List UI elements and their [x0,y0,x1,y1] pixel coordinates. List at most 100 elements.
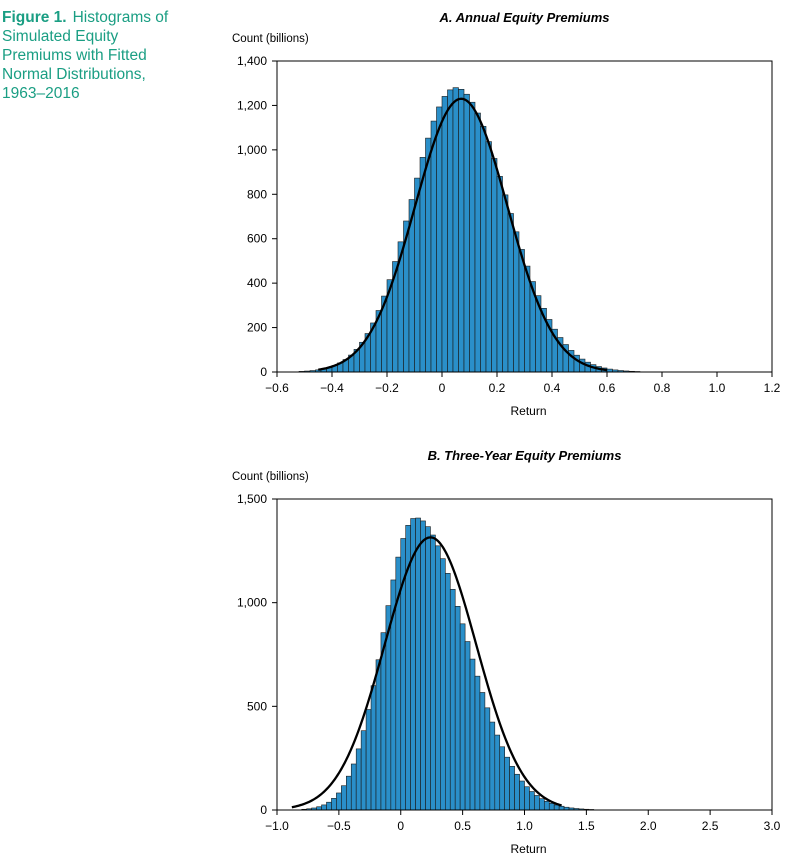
histogram-bar [491,158,498,373]
histogram-bar [502,194,509,373]
y-tick-label: 1,400 [237,54,267,68]
histogram-bar [326,801,332,811]
histogram-bar [420,520,426,811]
histogram-bars [298,87,641,373]
y-tick-label: 1,200 [237,98,267,112]
histogram-bar [507,213,514,373]
x-tick-label: −0.2 [375,381,399,395]
histogram-bar [355,748,362,811]
histogram-bar [440,558,446,811]
y-tick-label: 1,000 [237,596,267,610]
histogram-bar [464,641,471,811]
histogram-bar [365,709,372,811]
histogram-bar [454,605,461,811]
plot-frame [276,498,773,811]
y-axis-label: Count (billions) [232,471,309,483]
chart-title: B. Three-Year Equity Premiums [428,448,622,463]
histogram-bar [524,786,530,811]
histogram-bar [480,126,487,373]
x-tick-label: 0.5 [454,819,471,833]
histogram-bar [350,763,357,811]
x-tick-label: 1.0 [709,381,726,395]
x-tick-label: −0.4 [320,381,344,395]
histogram-bar [360,730,367,811]
histogram-bar [479,692,486,811]
histogram-bar [370,685,377,811]
histogram-bar [458,89,465,373]
histogram-bar [469,101,476,373]
histogram-bar [474,675,481,811]
panel-a: A. Annual Equity Premiums Count (billions… [232,10,781,418]
y-tick-label: 0 [260,803,267,817]
x-axis-label: Return [510,404,546,418]
histogram-bar [415,517,421,811]
histogram-bar [529,791,535,811]
figure-label: Figure 1. [2,9,67,26]
histogram-bar [484,707,491,811]
histogram-bar [341,785,347,811]
histogram-bar [539,798,545,811]
chart-title: A. Annual Equity Premiums [439,10,610,25]
figure-caption-text: Histograms of Simulated Equity Premiums … [2,9,169,102]
histogram-bar [321,804,327,811]
y-tick-label: 400 [247,276,267,290]
histogram-bar [425,526,431,811]
y-tick-label: 500 [247,699,267,713]
histogram-bar [474,112,481,373]
fitted-normal-curve [291,536,562,809]
histogram-bar [444,573,451,811]
x-tick-label: 0.6 [599,381,616,395]
histogram-bar [548,803,555,811]
x-axis-label: Return [510,842,546,856]
x-tick-label: 1.0 [516,819,533,833]
histogram-bar [489,721,496,811]
fitted-normal-curve [318,97,608,372]
histogram-bar [509,766,515,811]
histogram-bar [463,93,470,373]
histogram-bar [469,658,476,811]
histogram-bar [518,249,525,373]
histogram-bar [514,773,520,811]
histogram-bar [558,805,565,811]
x-tick-label: 0.2 [489,381,506,395]
histogram-bar [499,746,505,811]
x-tick-label: 1.2 [764,381,781,395]
panel-b: B. Three-Year Equity Premiums Count (bill… [232,448,781,856]
histogram-bar [425,137,432,373]
x-tick-label: 2.5 [702,819,719,833]
histogram-bar [336,792,342,811]
histogram-bar [519,780,525,811]
histogram-bar [430,120,437,373]
histogram-bar [543,800,550,811]
histogram-bar [449,589,456,811]
histogram-bar [494,734,501,811]
x-tick-label: 1.5 [578,819,595,833]
histogram-bar [496,176,503,373]
y-tick-label: 600 [247,232,267,246]
y-tick-label: 1,000 [237,143,267,157]
x-tick-label: −1.0 [265,819,289,833]
histogram-bar [452,87,459,373]
x-tick-label: 0.4 [544,381,561,395]
histogram-bar [435,545,441,811]
x-tick-label: 3.0 [764,819,781,833]
x-tick-label: −0.5 [327,819,351,833]
histogram-bar [441,96,448,373]
y-tick-label: 1,500 [237,492,267,506]
y-tick-label: 800 [247,187,267,201]
histogram-bar [331,798,337,811]
figure-caption: Figure 1. Histograms of Simulated Equity … [2,8,192,103]
x-tick-label: 0 [397,819,404,833]
histogram-bar [430,534,436,811]
histogram-bar [375,659,382,811]
histogram-bar [459,623,466,811]
histogram-bar [345,775,352,811]
histogram-bar [504,756,510,811]
histogram-bar [447,89,454,373]
x-tick-label: 0.8 [654,381,671,395]
histogram-bar [485,141,492,373]
x-tick-label: 0 [439,381,446,395]
x-tick-label: −0.6 [265,381,289,395]
plot-frame [276,60,773,373]
histogram-bars [301,517,595,811]
